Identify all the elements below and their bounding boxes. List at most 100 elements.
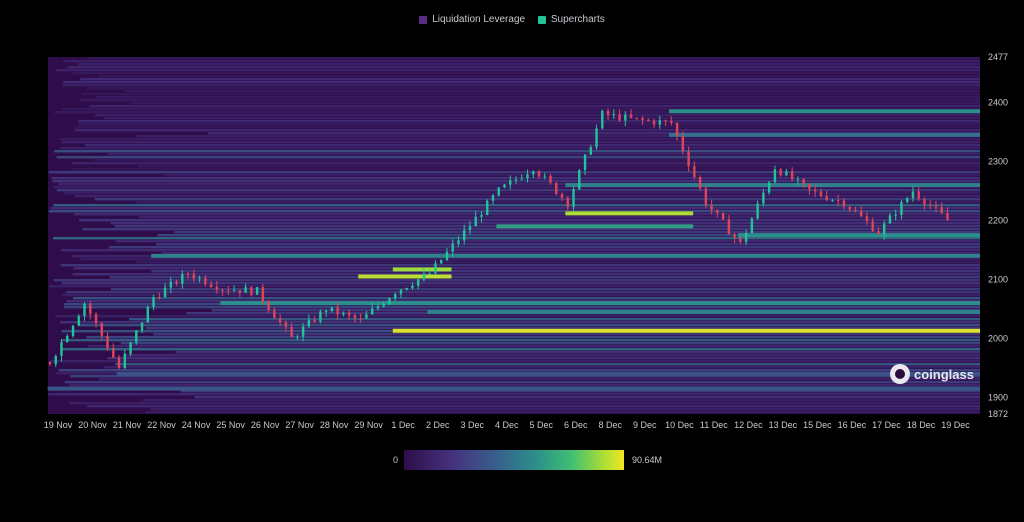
candle-body — [347, 312, 351, 316]
candle-body — [336, 307, 339, 315]
candle-body — [468, 226, 472, 231]
candle-body — [624, 114, 627, 121]
colorbar-gradient — [404, 450, 624, 470]
candle-body — [146, 307, 150, 323]
candle-body — [641, 118, 644, 120]
x-tick-label: 6 Dec — [564, 420, 588, 430]
candle-body — [790, 171, 794, 180]
liquidation-band — [392, 267, 452, 272]
heatmap-row — [58, 369, 981, 372]
heatmap-row — [174, 231, 980, 234]
candle-body — [900, 202, 903, 215]
candle-body — [480, 214, 483, 217]
liquidation-band — [47, 386, 980, 391]
x-tick-label: 18 Dec — [907, 420, 936, 430]
x-tick-label: 13 Dec — [769, 420, 798, 430]
candle-body — [578, 170, 581, 190]
x-tick-label: 15 Dec — [803, 420, 832, 430]
heatmap-row — [207, 132, 980, 135]
heatmap-row — [72, 162, 981, 165]
heatmap-row — [136, 135, 980, 138]
y-tick-label: 1900 — [988, 392, 1008, 402]
heatmap-row — [80, 78, 980, 81]
heatmap-row — [150, 408, 980, 411]
candle-body — [186, 274, 190, 276]
candle-body — [382, 303, 385, 307]
x-tick-label: 27 Nov — [285, 420, 314, 430]
candle-body — [135, 330, 138, 343]
liquidation-band — [151, 253, 980, 258]
heatmap-row — [86, 336, 980, 339]
candle-body — [221, 289, 224, 291]
candle-body — [560, 194, 564, 198]
candle-body — [319, 311, 322, 322]
candle-body — [865, 216, 869, 222]
liquidation-band — [116, 371, 981, 376]
heatmap-row — [73, 267, 980, 270]
heatmap-row — [60, 264, 980, 267]
candle-body — [411, 285, 414, 289]
legend-item-supercharts[interactable]: Supercharts — [537, 14, 605, 25]
candle-body — [267, 301, 270, 311]
candle-body — [906, 198, 909, 203]
candle-body — [744, 233, 748, 242]
x-tick-label: 25 Nov — [216, 420, 245, 430]
heatmap-row — [136, 201, 981, 204]
liquidation-heatmap-chart[interactable]: 2477 2400 2300 2200 2100 2000 1900 1872 19 Nov 2… — [0, 0, 1024, 440]
heatmap-row — [61, 282, 980, 285]
candle-body — [698, 176, 702, 189]
heatmap-row — [60, 249, 980, 252]
candle-body — [940, 207, 943, 214]
candle-body — [739, 237, 742, 242]
candle-body — [946, 213, 949, 221]
candle-body — [123, 353, 126, 369]
candle-body — [313, 319, 316, 322]
candle-body — [612, 114, 616, 116]
candle-body — [457, 240, 460, 244]
liquidation-band — [427, 309, 980, 314]
candle-body — [606, 110, 610, 116]
heatmap-row — [108, 246, 980, 249]
y-tick-label: 2477 — [988, 52, 1008, 62]
candle-body — [503, 184, 506, 188]
candle-body — [301, 326, 305, 337]
heatmap-row — [63, 81, 980, 84]
candle-body — [831, 200, 834, 202]
heatmap-row — [62, 108, 980, 111]
x-tick-label: 29 Nov — [354, 420, 383, 430]
legend: Liquidation Leverage Supercharts — [0, 14, 1024, 27]
candle-body — [773, 169, 777, 183]
candle-body — [704, 188, 708, 206]
heatmap-row — [63, 306, 980, 309]
heatmap-row — [120, 342, 981, 345]
heatmap-row — [69, 402, 981, 405]
candle-body — [405, 288, 408, 290]
heatmap-row — [71, 168, 980, 171]
candle-body — [652, 120, 656, 125]
candle-body — [393, 294, 397, 299]
watermark-text: coinglass — [914, 366, 974, 382]
candle-body — [854, 209, 857, 212]
heatmap-row — [136, 261, 981, 264]
candle-body — [618, 114, 621, 121]
heatmap-row — [98, 75, 981, 78]
heatmap-row — [104, 117, 981, 120]
heatmap-row — [58, 183, 980, 186]
legend-swatch-liquidation-leverage — [419, 15, 428, 24]
candle-body — [89, 303, 92, 315]
candle-body — [572, 189, 575, 207]
candle-body — [388, 298, 391, 304]
candle-body — [670, 121, 673, 124]
legend-item-liquidation-leverage[interactable]: Liquidation Leverage — [419, 14, 525, 25]
heatmap-row — [145, 327, 980, 330]
candle-body — [192, 274, 196, 279]
candle-body — [232, 290, 236, 292]
legend-label-liquidation-leverage: Liquidation Leverage — [432, 14, 526, 25]
heatmap-row — [110, 288, 981, 291]
heatmap-row — [78, 63, 980, 66]
candle-body — [491, 195, 495, 201]
candle-body — [595, 128, 598, 148]
legend-swatch-supercharts — [537, 15, 546, 24]
candle-body — [77, 316, 80, 326]
candle-body — [169, 281, 173, 288]
